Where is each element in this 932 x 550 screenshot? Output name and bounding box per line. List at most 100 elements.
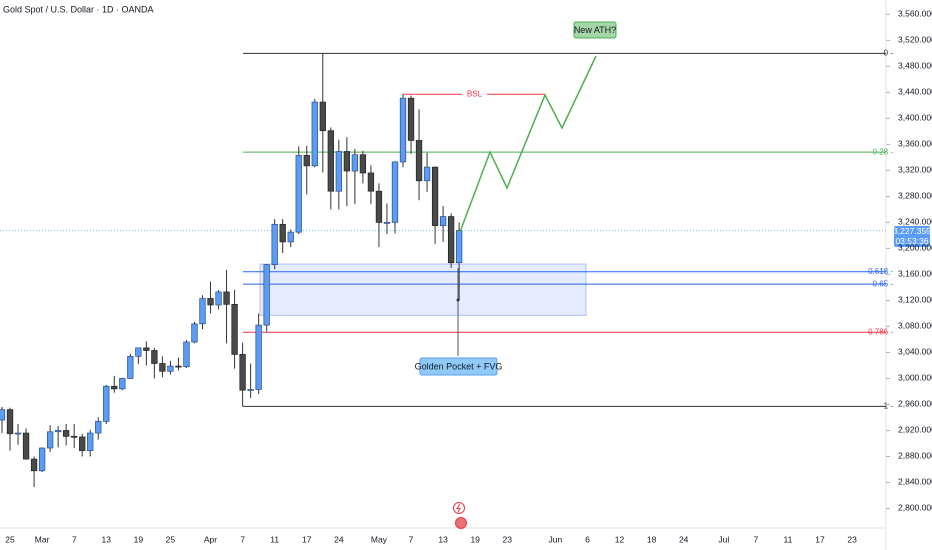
candle-body xyxy=(399,97,407,163)
candle-body xyxy=(431,166,439,226)
candle-body xyxy=(111,385,118,390)
x-tick-label: 24 xyxy=(679,534,689,544)
event-icon-bolt xyxy=(456,503,461,513)
candle-body xyxy=(367,172,375,192)
candle-body xyxy=(311,101,318,167)
candle-body xyxy=(199,298,206,325)
candle-body xyxy=(279,223,286,243)
candle-body xyxy=(22,432,30,460)
y-tick-label: 3,200.000 xyxy=(898,243,932,253)
y-tick-label: 3,080.000 xyxy=(898,321,932,331)
candle-body xyxy=(87,432,94,451)
x-tick-label: 24 xyxy=(334,534,344,544)
candle-body xyxy=(287,231,294,243)
y-tick-label: 3,040.000 xyxy=(898,347,932,357)
candle-body xyxy=(271,223,278,266)
y-tick-label: 3,280.000 xyxy=(898,191,932,201)
candle-body xyxy=(151,350,158,364)
y-tick-label: 3,000.000 xyxy=(898,373,932,383)
x-tick-label: 12 xyxy=(615,534,625,544)
y-tick-label: 3,440.000 xyxy=(898,87,932,97)
y-tick-label: 2,960.000 xyxy=(898,399,932,409)
y-tick-label: 3,360.000 xyxy=(898,139,932,149)
x-tick-label: 19 xyxy=(134,534,144,544)
candle-body xyxy=(423,166,431,182)
x-tick-label: 13 xyxy=(438,534,448,544)
candle-body xyxy=(455,230,463,264)
candle-body xyxy=(359,154,367,174)
y-tick-label: 3,520.000 xyxy=(898,35,932,45)
x-tick-label: 11 xyxy=(784,534,793,544)
candle-body xyxy=(0,409,6,421)
projection-path xyxy=(459,55,597,233)
price-label: 3,227.355 xyxy=(893,226,931,236)
candle-body xyxy=(335,151,342,192)
candle-body xyxy=(303,155,310,167)
candle-body xyxy=(14,432,22,435)
candle-body xyxy=(159,363,166,372)
candle-body xyxy=(375,190,383,223)
candle-body xyxy=(407,97,415,141)
candle-body xyxy=(46,431,54,449)
x-tick-label: Mar xyxy=(35,534,50,544)
candle-body xyxy=(239,354,246,391)
candle-body xyxy=(327,130,334,192)
candle-body xyxy=(383,222,391,224)
chart-title: Gold Spot / U.S. Dollar · 1D · OANDA xyxy=(3,4,154,14)
x-tick-label: Apr xyxy=(204,534,217,544)
ath-box xyxy=(573,21,617,39)
x-tick-label: 25 xyxy=(166,534,176,544)
x-tick-label: 13 xyxy=(102,534,112,544)
x-tick-label: 6 xyxy=(585,534,590,544)
connector-dot xyxy=(456,298,460,302)
candle-body xyxy=(6,409,14,435)
candle-body xyxy=(143,347,150,351)
x-tick-label: 23 xyxy=(847,534,857,544)
candle-body xyxy=(319,101,326,132)
x-tick-label: 23 xyxy=(503,534,513,544)
x-tick-label: 7 xyxy=(240,534,245,544)
x-tick-label: 7 xyxy=(754,534,759,544)
fib-label: 0.618 - xyxy=(868,267,893,276)
x-tick-label: 19 xyxy=(470,534,480,544)
candle-body xyxy=(295,155,302,233)
candle-body xyxy=(167,365,174,372)
x-tick-label: 7 xyxy=(409,534,414,544)
candle-body xyxy=(447,216,455,264)
price-timer: 03:53:36 xyxy=(895,236,928,246)
candle-body xyxy=(415,140,423,182)
x-tick-label: 11 xyxy=(270,534,279,544)
y-tick-label: 3,240.000 xyxy=(898,217,932,227)
y-tick-label: 2,840.000 xyxy=(898,477,932,487)
candle-body xyxy=(71,435,78,438)
candle-body xyxy=(95,421,102,434)
level-layer: 0 - 0.28 - 0.618 - 0.65 - 0.786 - 1 - BSL xyxy=(0,48,894,411)
y-tick-label: 3,160.000 xyxy=(898,269,932,279)
candle-body xyxy=(223,291,230,305)
candle-body xyxy=(215,291,222,306)
candle-body xyxy=(351,154,359,172)
zone-layer xyxy=(259,263,587,316)
candle-body xyxy=(439,216,447,226)
x-tick-label: 7 xyxy=(72,534,77,544)
bsl-label: BSL xyxy=(467,89,483,98)
candle-body xyxy=(63,430,70,437)
fib-label: 0 - xyxy=(884,48,894,57)
candle-body xyxy=(247,389,254,391)
y-tick-label: 2,920.000 xyxy=(898,425,932,435)
candle-body xyxy=(103,385,110,422)
candle-body xyxy=(119,378,126,390)
y-tick-label: 3,320.000 xyxy=(898,165,932,175)
candle-body xyxy=(343,151,351,172)
fib-label: 0.28 - xyxy=(873,147,894,156)
x-tick-label: 17 xyxy=(815,534,825,544)
candle-body xyxy=(38,447,46,472)
x-tick-label: 17 xyxy=(302,534,312,544)
candle-body xyxy=(391,161,399,223)
x-tick-label: Jul xyxy=(718,534,729,544)
candle-body xyxy=(207,298,214,306)
y-tick-label: 2,880.000 xyxy=(898,451,932,461)
x-tick-label: 18 xyxy=(647,534,657,544)
x-tick-label: 25 xyxy=(5,534,15,544)
x-tick-label: Jun xyxy=(549,534,563,544)
